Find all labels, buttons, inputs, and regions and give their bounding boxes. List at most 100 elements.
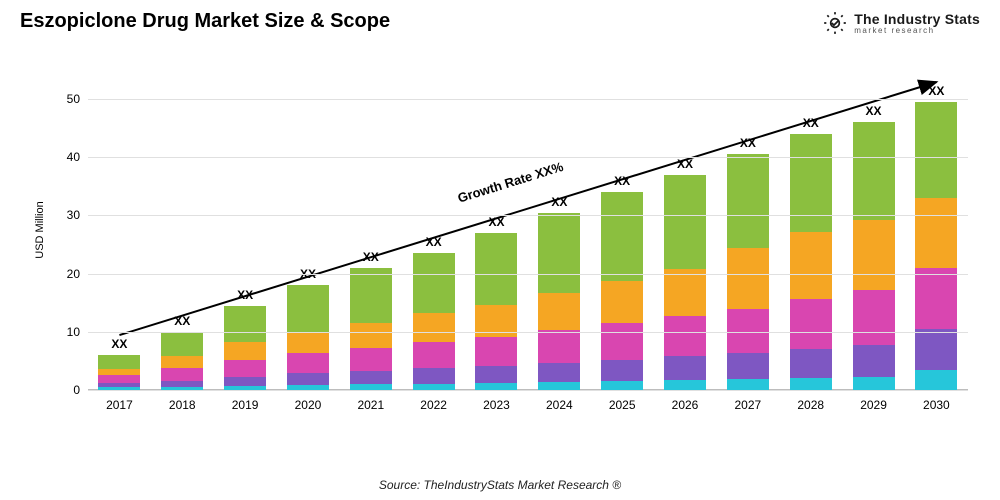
bar-segment [790, 378, 832, 390]
bar-segment [664, 175, 706, 269]
bar-value-label: XX [928, 84, 944, 98]
bar-segment [853, 345, 895, 377]
bar-segment [413, 368, 455, 383]
bar-segment [287, 285, 329, 332]
bar-value-label: XX [488, 215, 504, 229]
bar-segment [98, 355, 140, 368]
bar-segment [915, 102, 957, 198]
bar-segment [727, 379, 769, 390]
bar-segment [601, 281, 643, 323]
bar-segment [224, 306, 266, 343]
bar-segment [98, 369, 140, 376]
stacked-bar [475, 233, 517, 390]
gridline [88, 332, 968, 333]
bar-segment [350, 323, 392, 347]
x-tick-label: 2022 [420, 398, 447, 412]
plot-area: USD Million XX2017XX2018XX2019XX2020XX20… [88, 70, 968, 390]
x-tick-label: 2026 [672, 398, 699, 412]
x-tick-label: 2018 [169, 398, 196, 412]
bar-segment [915, 370, 957, 390]
bar-group: XX2023 [475, 233, 517, 390]
x-tick-label: 2029 [860, 398, 887, 412]
bar-segment [475, 366, 517, 383]
bar-segment [853, 377, 895, 390]
bar-segment [601, 381, 643, 390]
stacked-bar [538, 213, 580, 390]
bar-segment [853, 122, 895, 220]
y-axis-title: USD Million [34, 201, 46, 258]
bars-group: XX2017XX2018XX2019XX2020XX2021XX2022XX20… [88, 70, 968, 390]
bar-segment [538, 382, 580, 390]
stacked-bar [853, 122, 895, 390]
bar-segment [224, 342, 266, 359]
bar-value-label: XX [803, 116, 819, 130]
bar-value-label: XX [551, 195, 567, 209]
stacked-bar [915, 102, 957, 390]
bar-group: XX2019 [224, 306, 266, 390]
x-tick-label: 2021 [357, 398, 384, 412]
bar-value-label: XX [363, 250, 379, 264]
bar-value-label: XX [174, 314, 190, 328]
stacked-bar [161, 332, 203, 390]
bar-group: XX2029 [853, 122, 895, 390]
bar-segment [475, 383, 517, 390]
y-tick-label: 40 [67, 150, 80, 164]
bar-segment [350, 371, 392, 384]
bar-segment [727, 154, 769, 247]
bar-segment [413, 342, 455, 368]
bar-segment [790, 134, 832, 232]
gridline [88, 99, 968, 100]
x-tick-label: 2024 [546, 398, 573, 412]
bar-group: XX2020 [287, 285, 329, 390]
bar-segment [601, 192, 643, 281]
bar-segment [475, 337, 517, 366]
bar-segment [727, 248, 769, 309]
chart-container: USD Million XX2017XX2018XX2019XX2020XX20… [28, 60, 988, 440]
x-tick-label: 2030 [923, 398, 950, 412]
bar-segment [413, 253, 455, 313]
bar-segment [287, 332, 329, 353]
stacked-bar [98, 355, 140, 390]
brand-text: The Industry Stats market research [854, 12, 980, 35]
y-tick-label: 30 [67, 208, 80, 222]
y-tick-label: 50 [67, 92, 80, 106]
bar-segment [538, 293, 580, 330]
bar-segment [350, 348, 392, 371]
bar-segment [287, 373, 329, 385]
bar-segment [350, 268, 392, 323]
gear-icon [822, 10, 848, 36]
bar-segment [915, 198, 957, 268]
bar-group: XX2026 [664, 175, 706, 390]
bar-segment [413, 313, 455, 342]
bar-segment [538, 330, 580, 363]
bar-segment [601, 360, 643, 382]
bar-group: XX2021 [350, 268, 392, 390]
bar-group: XX2030 [915, 102, 957, 390]
bar-segment [664, 316, 706, 357]
bar-segment [664, 269, 706, 316]
y-tick-label: 10 [67, 325, 80, 339]
stacked-bar [287, 285, 329, 390]
bar-group: XX2027 [727, 154, 769, 390]
bar-segment [853, 290, 895, 345]
stacked-bar [350, 268, 392, 390]
bar-value-label: XX [677, 157, 693, 171]
bar-segment [915, 268, 957, 329]
stacked-bar [224, 306, 266, 390]
bar-segment [601, 323, 643, 360]
stacked-bar [664, 175, 706, 390]
bar-group: XX2018 [161, 332, 203, 390]
bar-segment [287, 353, 329, 373]
bar-segment [853, 220, 895, 290]
stacked-bar [727, 154, 769, 390]
bar-segment [790, 232, 832, 299]
gridline [88, 390, 968, 391]
gridline [88, 157, 968, 158]
bar-segment [664, 356, 706, 380]
gridline [88, 274, 968, 275]
x-tick-label: 2019 [232, 398, 259, 412]
brand-logo: The Industry Stats market research [822, 10, 980, 36]
bar-value-label: XX [614, 174, 630, 188]
bar-value-label: XX [111, 337, 127, 351]
bar-value-label: XX [866, 104, 882, 118]
